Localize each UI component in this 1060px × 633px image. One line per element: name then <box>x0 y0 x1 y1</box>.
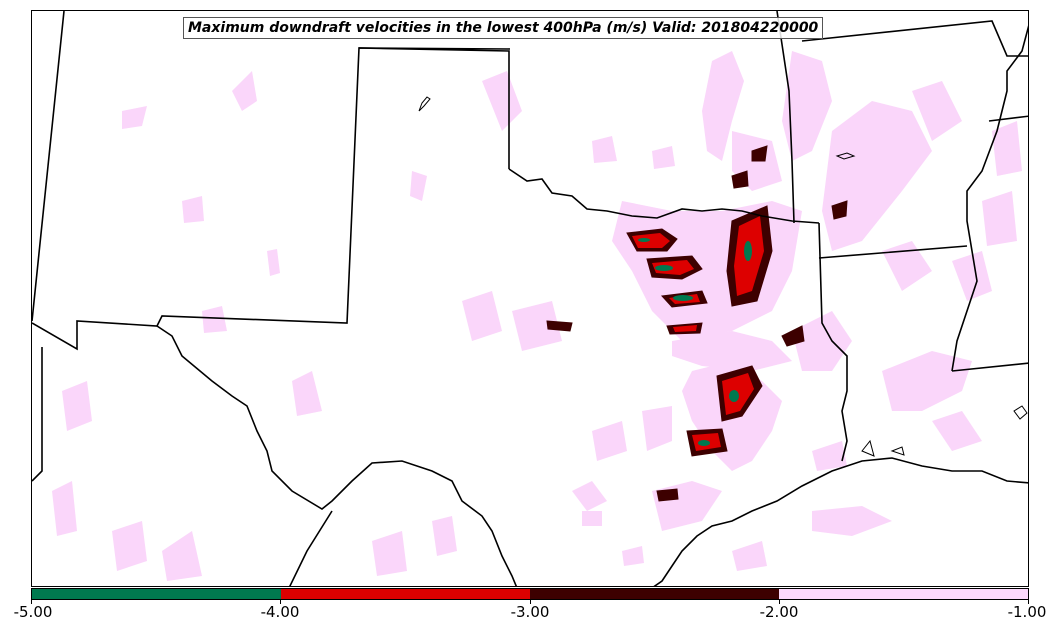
colorbar-segment-extreme <box>32 589 281 599</box>
map-frame: Maximum downdraft velocities in the lowe… <box>31 10 1029 587</box>
colorbar-tick <box>779 600 780 604</box>
extreme-downdraft-areas <box>638 238 752 446</box>
water-features <box>418 96 1028 457</box>
colorbar-tick <box>1028 600 1029 604</box>
colorbar-segment-strong <box>281 589 530 599</box>
colorbar <box>31 588 1029 600</box>
colorbar-label: -2.00 <box>759 603 799 621</box>
state-boundaries <box>32 11 1028 586</box>
colorbar-segment-moderate <box>530 589 779 599</box>
colorbar-tick <box>280 600 281 604</box>
colorbar-label: -3.00 <box>510 603 550 621</box>
colorbar-label: -1.00 <box>1007 603 1047 621</box>
weak-downdraft-areas <box>52 51 1022 581</box>
colorbar-label: -5.00 <box>13 603 53 621</box>
colorbar-segment-weak <box>779 589 1028 599</box>
map-canvas <box>32 11 1028 586</box>
colorbar-tick <box>31 600 32 604</box>
colorbar-tick <box>530 600 531 604</box>
map-title: Maximum downdraft velocities in the lowe… <box>183 17 824 39</box>
colorbar-label: -4.00 <box>260 603 300 621</box>
